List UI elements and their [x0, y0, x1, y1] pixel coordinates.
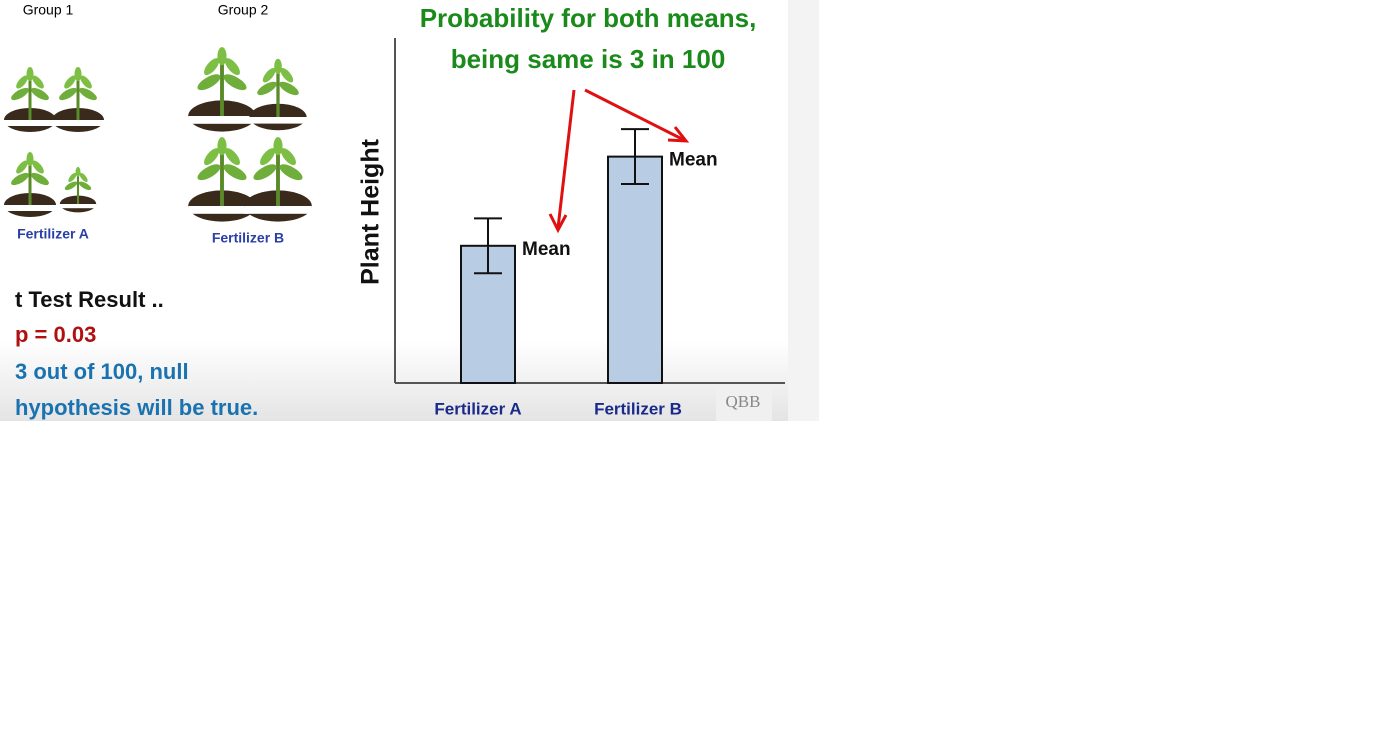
plant-icon [242, 135, 314, 224]
side-strip [788, 0, 819, 421]
watermark-box [716, 388, 772, 421]
arrow [584, 88, 685, 142]
group-caption: Fertilizer A [17, 226, 89, 242]
error-bar [474, 217, 502, 275]
error-bar [621, 128, 649, 186]
arrow-head [667, 126, 690, 143]
group-label: Group 2 [218, 2, 269, 18]
chart-title: Probability for both means, [420, 3, 757, 33]
plant-icon [50, 65, 106, 134]
watermark: QBB [726, 392, 761, 411]
plant-icon [2, 65, 58, 134]
plant-icon [247, 57, 309, 132]
group-caption: Fertilizer B [212, 230, 284, 246]
x-tick-label: Fertilizer A [434, 399, 521, 418]
group-label: Group 1 [23, 2, 74, 18]
arrow [556, 89, 576, 229]
bar [607, 155, 663, 384]
value-label: Mean [522, 239, 571, 260]
result-heading: t Test Result .. [15, 287, 164, 312]
arrow-head [548, 213, 568, 234]
plant-icon [58, 165, 98, 214]
plant-icon [186, 45, 258, 134]
y-axis-label: Plant Height [357, 138, 385, 285]
interpretation: hypothesis will be true. [15, 395, 258, 420]
arrows [548, 88, 690, 234]
x-tick-label: Fertilizer B [594, 399, 682, 418]
value-label: Mean [669, 150, 718, 171]
chart-title: being same is 3 in 100 [451, 44, 726, 74]
plant-icon [2, 150, 58, 219]
p-value: p = 0.03 [15, 322, 96, 347]
interpretation: 3 out of 100, null [15, 359, 189, 384]
